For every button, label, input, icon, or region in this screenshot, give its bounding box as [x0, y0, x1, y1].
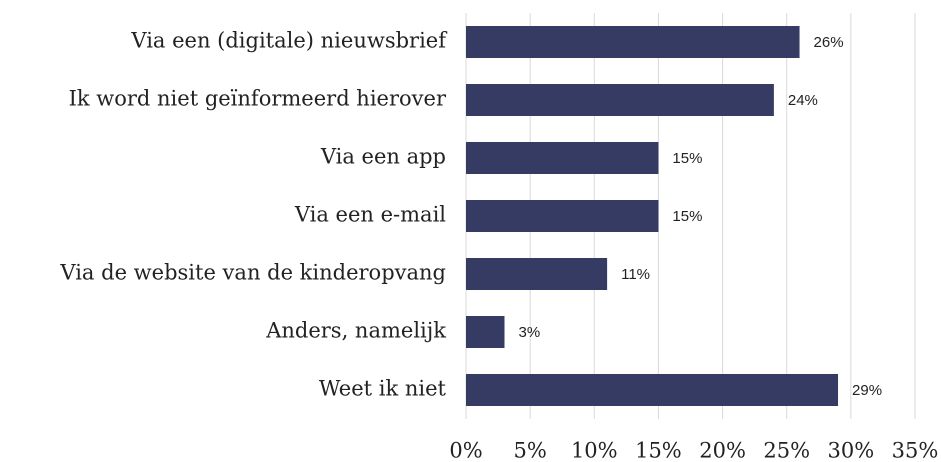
value-label: 3%: [518, 324, 540, 341]
value-label: 11%: [621, 266, 650, 283]
category-label: Via een (digitale) nieuwsbrief: [130, 29, 448, 53]
category-label: Ik word niet geïnformeerd hierover: [69, 87, 447, 111]
x-tick-label: 10%: [571, 439, 618, 462]
value-label: 15%: [672, 150, 702, 167]
category-label: Via een app: [320, 145, 446, 169]
bar: [466, 84, 774, 116]
bar: [466, 26, 800, 58]
x-tick-label: 35%: [892, 439, 939, 462]
bar: [466, 200, 659, 232]
value-label: 26%: [814, 34, 844, 51]
x-tick-label: 15%: [635, 439, 682, 462]
bar: [466, 142, 659, 174]
category-label: Via de website van de kinderopvang: [59, 261, 446, 285]
bar: [466, 258, 608, 290]
x-tick-label: 25%: [763, 439, 810, 462]
x-tick-label: 20%: [699, 439, 746, 462]
x-tick-label: 0%: [449, 439, 482, 462]
bar: [466, 316, 505, 348]
x-tick-label: 30%: [828, 439, 875, 462]
value-label: 15%: [672, 208, 702, 225]
category-label: Weet ik niet: [319, 377, 447, 401]
category-label: Anders, namelijk: [265, 319, 446, 343]
bar: [466, 374, 839, 406]
value-label: 24%: [788, 92, 818, 109]
value-label: 29%: [852, 382, 882, 399]
x-tick-label: 5%: [513, 439, 546, 462]
category-label: Via een e-mail: [294, 203, 446, 227]
